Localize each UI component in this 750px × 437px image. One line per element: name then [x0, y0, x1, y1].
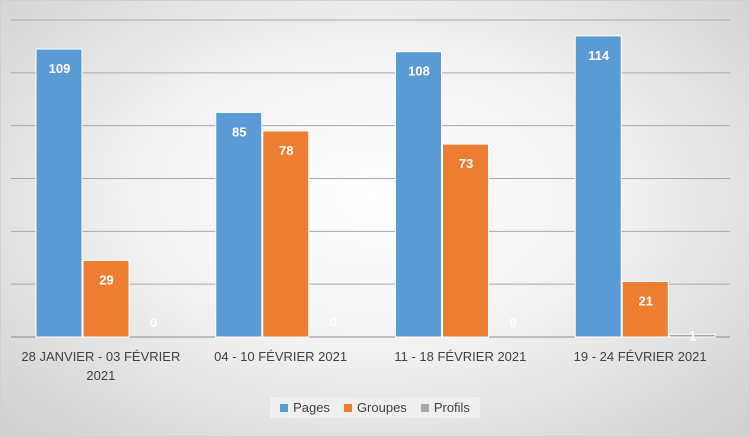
- legend-item-profils: Profils: [420, 400, 470, 415]
- legend-swatch: [343, 403, 352, 412]
- legend-item-groupes: Groupes: [343, 400, 407, 415]
- legend: Pages Groupes Profils: [0, 397, 750, 418]
- legend-box: Pages Groupes Profils: [270, 397, 480, 418]
- category-label: 04 - 10 FÉVRIER 2021: [214, 349, 347, 364]
- data-label: 1: [689, 329, 696, 344]
- legend-item-pages: Pages: [280, 400, 330, 415]
- legend-label: Pages: [293, 400, 330, 415]
- legend-label: Groupes: [356, 400, 407, 415]
- bar-pages: [574, 35, 622, 338]
- category-label: 28 JANVIER - 03 FÉVRIER: [21, 349, 180, 364]
- legend-label: Profils: [433, 400, 470, 415]
- data-label: 73: [459, 156, 473, 171]
- data-label: 108: [408, 64, 430, 79]
- category-label: 11 - 18 FÉVRIER 2021: [394, 349, 526, 364]
- data-label: 85: [232, 124, 246, 139]
- bar-groupes: [442, 143, 489, 338]
- data-label: 78: [279, 143, 293, 158]
- data-label: 0: [509, 315, 516, 330]
- bar-pages: [35, 48, 83, 338]
- data-label: 0: [150, 315, 157, 330]
- bar-pages: [395, 51, 442, 338]
- category-label: 19 - 24 FÉVRIER 2021: [574, 349, 707, 364]
- data-label: 29: [99, 272, 113, 287]
- category-label: 2021: [86, 368, 115, 383]
- bar-pages: [215, 111, 263, 338]
- data-label: 21: [639, 294, 653, 309]
- data-label: 109: [49, 61, 71, 76]
- legend-swatch: [420, 403, 429, 412]
- bar-groupes: [262, 130, 310, 338]
- bar-groupes: [621, 281, 669, 338]
- bar-profils: [668, 333, 716, 338]
- data-label: 114: [588, 48, 610, 63]
- bar-groupes: [82, 259, 130, 338]
- legend-swatch: [280, 403, 289, 412]
- data-label: 0: [330, 315, 337, 330]
